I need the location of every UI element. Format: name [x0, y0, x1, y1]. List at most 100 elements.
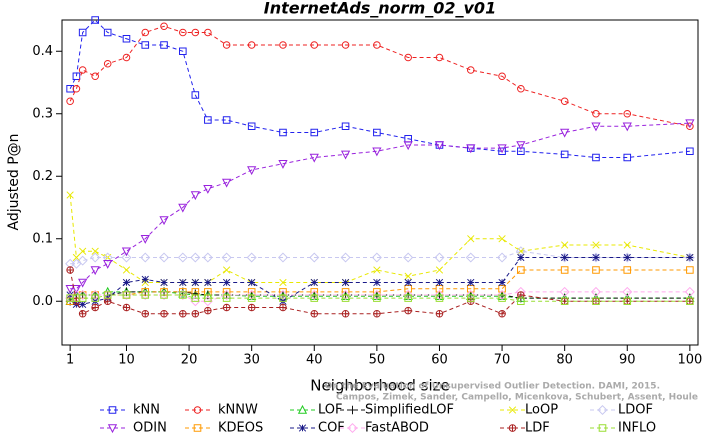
marker: [623, 266, 632, 274]
credit: On the Evaluation of Unsupervised Outlie…: [325, 382, 660, 392]
marker: [103, 259, 113, 269]
marker: [435, 53, 444, 62]
x-tick-label: 60: [431, 353, 448, 368]
marker: [498, 284, 506, 293]
marker: [310, 128, 319, 137]
marker: [78, 28, 87, 37]
marker: [309, 252, 320, 263]
marker: [310, 278, 318, 287]
legend-label: kNNW: [218, 403, 258, 418]
marker: [685, 119, 695, 129]
marker: [179, 47, 187, 56]
marker: [309, 153, 319, 163]
marker: [591, 122, 601, 132]
marker: [686, 297, 694, 306]
marker: [279, 303, 287, 312]
marker: [160, 41, 168, 49]
marker: [204, 294, 212, 302]
legend-label: SimplifiedLOF: [365, 403, 454, 418]
x-tick-label: 80: [556, 353, 573, 368]
x-tick-label: 30: [243, 353, 260, 368]
marker: [373, 294, 381, 302]
marker: [191, 294, 200, 302]
marker: [160, 291, 168, 299]
marker: [159, 216, 169, 226]
marker: [279, 294, 287, 302]
marker: [103, 297, 112, 305]
marker: [222, 278, 231, 287]
marker: [247, 122, 256, 131]
marker: [623, 241, 631, 249]
marker: [373, 310, 381, 318]
marker: [221, 289, 232, 301]
marker: [622, 286, 633, 297]
marker: [222, 41, 231, 49]
marker: [310, 41, 319, 49]
marker: [193, 424, 202, 432]
marker: [160, 278, 168, 287]
marker: [592, 297, 600, 306]
marker: [686, 253, 694, 262]
marker: [508, 424, 517, 432]
marker: [341, 278, 350, 287]
marker: [373, 41, 381, 49]
x-tick-label: 50: [369, 353, 386, 368]
marker: [71, 284, 82, 294]
marker: [246, 252, 257, 263]
marker: [77, 289, 88, 301]
series-line: [69, 19, 690, 158]
marker: [597, 404, 608, 416]
marker: [141, 41, 150, 49]
marker: [204, 28, 212, 37]
marker: [78, 66, 87, 74]
marker: [309, 289, 320, 301]
marker: [371, 289, 382, 301]
marker: [190, 191, 200, 201]
marker: [517, 85, 525, 93]
marker: [221, 252, 232, 263]
marker: [102, 252, 113, 263]
marker: [623, 110, 632, 118]
marker: [404, 306, 412, 315]
marker: [277, 252, 288, 263]
x-tick-label: 40: [306, 353, 323, 368]
marker: [498, 278, 506, 287]
marker: [203, 184, 213, 194]
marker: [434, 252, 445, 263]
marker: [141, 291, 150, 299]
marker: [592, 241, 600, 249]
marker: [498, 310, 506, 318]
marker: [90, 266, 100, 276]
marker: [160, 22, 168, 30]
marker: [517, 253, 525, 262]
marker: [140, 252, 151, 263]
marker: [590, 252, 601, 263]
legend-label: LoOP: [525, 403, 558, 418]
legend-label: LDOF: [618, 403, 653, 418]
marker: [77, 255, 88, 266]
marker: [341, 122, 350, 131]
marker: [517, 297, 525, 306]
marker: [204, 306, 212, 315]
marker: [247, 166, 257, 176]
marker: [467, 278, 475, 287]
x-tick-label: 90: [619, 353, 636, 368]
marker: [159, 252, 170, 263]
y-tick-label: 0.2: [32, 169, 53, 184]
marker: [467, 235, 475, 243]
x-tick-label: 1: [66, 353, 74, 368]
x-tick-label: 20: [181, 353, 198, 368]
marker: [91, 247, 99, 255]
marker: [560, 97, 569, 105]
marker: [404, 278, 412, 287]
legend-label: LDF: [525, 421, 550, 434]
marker: [179, 310, 187, 318]
plot-frame: [61, 19, 699, 346]
marker: [79, 300, 87, 309]
marker: [560, 150, 569, 159]
marker: [403, 289, 414, 301]
marker: [497, 252, 508, 263]
marker: [78, 294, 87, 302]
marker: [404, 294, 412, 302]
marker: [91, 303, 99, 312]
